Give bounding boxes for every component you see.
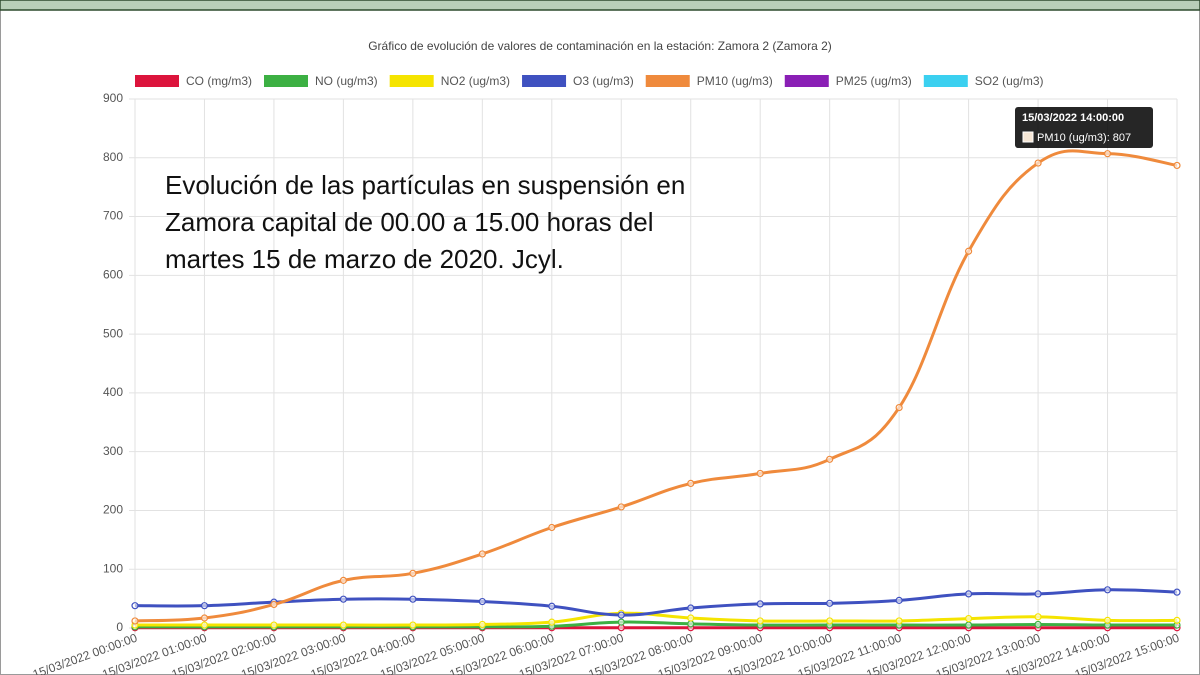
y-tick-label: 400 <box>103 385 123 399</box>
data-point <box>756 600 764 608</box>
data-point <box>270 600 278 609</box>
data-point <box>687 614 695 622</box>
data-point <box>687 604 695 612</box>
data-point <box>687 620 695 628</box>
y-tick-label: 0 <box>116 620 123 634</box>
series-line <box>134 611 1178 627</box>
legend-swatch <box>645 75 690 87</box>
data-point <box>826 599 834 607</box>
data-point <box>617 618 625 626</box>
y-tick-label: 100 <box>103 561 123 575</box>
data-point <box>1103 616 1112 624</box>
data-point <box>1034 590 1042 598</box>
tooltip-title: 15/03/2022 14:00:00 <box>1022 112 1124 124</box>
data-point <box>756 617 764 625</box>
legend-swatch <box>264 75 308 87</box>
data-point <box>339 595 347 603</box>
data-point <box>1034 620 1042 629</box>
data-point <box>895 617 903 625</box>
data-point <box>1034 613 1042 621</box>
data-point <box>1103 586 1112 594</box>
lines <box>131 149 1181 632</box>
data-point <box>826 455 834 463</box>
data-point <box>826 617 834 625</box>
annotation: Zamora capital de 00.00 a 15.00 horas de… <box>165 207 654 237</box>
legend-label: PM25 (ug/m3) <box>836 74 912 88</box>
data-point <box>131 617 139 625</box>
data-point <box>617 503 625 511</box>
data-point <box>548 602 556 610</box>
chart-title: Gráfico de evolución de valores de conta… <box>368 39 832 53</box>
legend-swatch <box>135 75 179 87</box>
legend-label: SO2 (ug/m3) <box>975 74 1044 88</box>
data-point <box>339 576 347 584</box>
legend-label: PM10 (ug/m3) <box>697 74 773 88</box>
y-tick-label: 900 <box>103 91 123 105</box>
y-tick-label: 700 <box>103 209 123 223</box>
series-line <box>134 149 1178 623</box>
data-point <box>895 403 903 412</box>
data-point <box>478 597 486 606</box>
series-line <box>134 588 1178 617</box>
legend-swatch <box>784 75 829 87</box>
data-point <box>131 602 139 610</box>
y-tick-label: 300 <box>103 444 123 458</box>
annotation: martes 15 de marzo de 2020. Jcyl. <box>165 244 564 274</box>
data-point <box>617 611 625 619</box>
data-point <box>409 595 417 603</box>
legend-swatch <box>923 75 968 87</box>
data-point <box>687 479 695 488</box>
data-point <box>1103 150 1112 158</box>
tooltip-swatch <box>1022 131 1034 143</box>
data-point <box>964 590 973 598</box>
data-point <box>409 569 417 577</box>
data-point <box>200 602 209 610</box>
y-tick-label: 500 <box>103 326 123 340</box>
legend-swatch <box>389 75 434 87</box>
data-point <box>964 247 973 255</box>
y-tick-label: 800 <box>103 150 123 164</box>
data-point <box>964 614 973 623</box>
data-point <box>270 621 278 629</box>
tooltip <box>1015 107 1153 148</box>
data-point <box>478 620 486 629</box>
data-point <box>1173 616 1181 624</box>
y-tick-label: 200 <box>103 503 123 517</box>
y-tick-label: 600 <box>103 268 123 282</box>
data-point <box>478 550 486 558</box>
data-point <box>200 621 209 629</box>
data-point <box>895 596 903 604</box>
legend-swatch <box>522 75 567 87</box>
data-point <box>548 523 556 532</box>
data-point <box>200 614 209 622</box>
data-point <box>548 618 556 626</box>
annotation: Evolución de las partículas en suspensió… <box>165 170 685 200</box>
data-point <box>1173 588 1181 596</box>
data-point <box>964 621 973 629</box>
series-line <box>135 620 1178 629</box>
data-point <box>1034 159 1042 167</box>
legend-label: O3 (ug/m3) <box>573 74 634 88</box>
top-bar <box>0 0 1200 11</box>
legend-label: CO (mg/m3) <box>186 74 252 88</box>
data-point <box>756 469 764 478</box>
tooltip-label: PM10 (ug/m3): 807 <box>1037 132 1131 144</box>
data-point <box>339 621 347 629</box>
legend-label: NO (ug/m3) <box>315 74 378 88</box>
grid <box>129 98 1178 634</box>
legend-label: NO2 (ug/m3) <box>441 74 510 88</box>
data-point <box>1173 161 1181 170</box>
data-point <box>409 621 417 629</box>
